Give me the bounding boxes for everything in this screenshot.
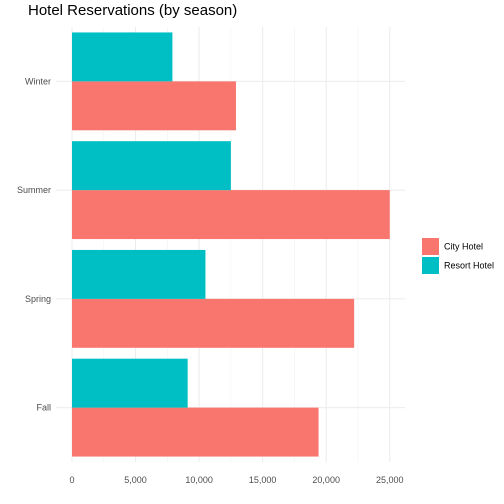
- bar-resort-hotel-winter: [72, 32, 173, 82]
- bar-city-hotel-summer: [72, 190, 390, 240]
- bar-city-hotel-fall: [72, 407, 319, 457]
- bar-resort-hotel-summer: [72, 141, 231, 191]
- x-tick-label: 20,000: [312, 475, 340, 485]
- x-tick-label: 5,000: [124, 475, 147, 485]
- bar-city-hotel-spring: [72, 298, 355, 348]
- x-tick-label: 25,000: [376, 475, 404, 485]
- bar-resort-hotel-fall: [72, 358, 188, 408]
- y-tick-label: Winter: [25, 76, 51, 86]
- legend-label: City Hotel: [444, 242, 483, 252]
- bar-resort-hotel-spring: [72, 249, 206, 299]
- y-tick-label: Spring: [25, 294, 51, 304]
- legend-key-city-hotel: [422, 238, 439, 255]
- y-tick-label: Fall: [36, 403, 51, 413]
- bar-city-hotel-winter: [72, 81, 236, 131]
- x-tick-label: 0: [69, 475, 74, 485]
- y-tick-label: Summer: [17, 185, 51, 195]
- x-tick-label: 15,000: [249, 475, 277, 485]
- chart-title: Hotel Reservations (by season): [28, 2, 238, 19]
- x-tick-label: 10,000: [185, 475, 213, 485]
- legend-key-resort-hotel: [422, 257, 439, 274]
- legend-label: Resort Hotel: [444, 261, 494, 271]
